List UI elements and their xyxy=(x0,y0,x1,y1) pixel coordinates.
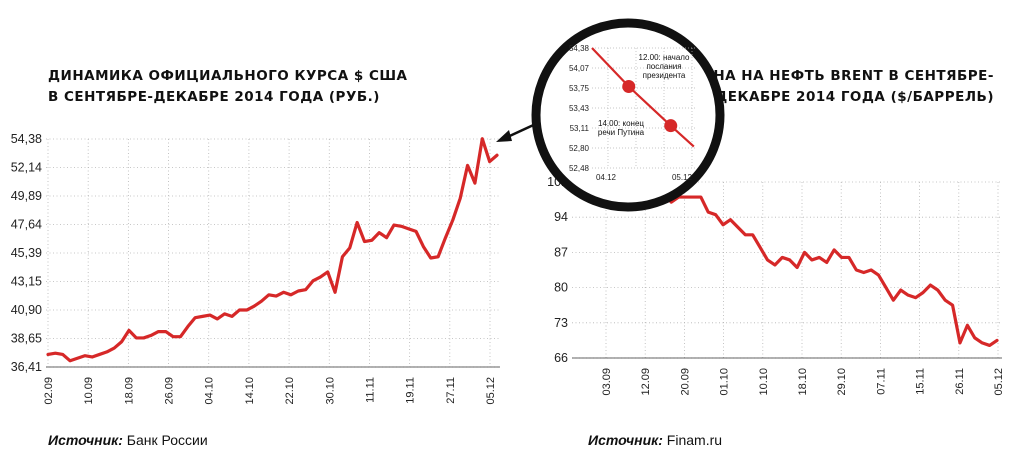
inset-y-tick-label: 52,80 xyxy=(569,144,590,153)
x-tick-label: 27.11 xyxy=(445,377,457,404)
inset-y-tick-label: 53,75 xyxy=(569,84,590,93)
inset-y-tick-label: 54,07 xyxy=(569,64,590,73)
y-tick-label: 94 xyxy=(554,210,568,224)
x-tick-label: 18.10 xyxy=(797,368,809,396)
pointer-head xyxy=(496,130,512,142)
x-tick-label: 11.11 xyxy=(364,377,376,403)
source-prefix: Источник: xyxy=(48,432,123,448)
inset-frame xyxy=(531,18,725,212)
source-prefix: Источник: xyxy=(588,432,663,448)
x-tick-label: 04.10 xyxy=(204,377,216,405)
x-tick-label: 05.12 xyxy=(993,368,1005,396)
inset-y-tick-label: 53,43 xyxy=(569,104,590,113)
usd-rub-chart: 54,38 52,14 49,89 47,64 45,39 43,15 40,90 38,65… xyxy=(11,132,500,405)
x-tick-label: 20.09 xyxy=(679,368,691,396)
x-tick-label: 29.10 xyxy=(836,368,848,396)
y-tick-label: 45,39 xyxy=(11,246,42,260)
inset-y-tick-label: 53,11 xyxy=(570,124,590,133)
x-tick-label: 02.09 xyxy=(43,377,55,405)
left-chart-source: Источник: Банк России xyxy=(48,432,208,448)
right-chart-source: Источник: Finam.ru xyxy=(588,432,722,448)
series-line xyxy=(46,137,499,363)
y-tick-label: 87 xyxy=(554,245,568,259)
y-tick-label: 52,14 xyxy=(11,161,42,175)
y-tick-label: 43,15 xyxy=(11,275,42,289)
inset-marker xyxy=(622,80,636,94)
x-tick-label: 05.12 xyxy=(485,377,497,405)
source-name: Finam.ru xyxy=(666,432,723,448)
x-tick-label: 03.09 xyxy=(601,368,613,396)
inset-x-tick-label: 04.12 xyxy=(596,173,617,182)
x-tick-label: 01.10 xyxy=(719,368,731,396)
inset-x-tick-label: 05.12 xyxy=(672,173,693,182)
y-tick-label: 36,41 xyxy=(11,360,42,374)
inset-y-tick-label: 54,38 xyxy=(569,44,590,53)
inset-marker xyxy=(664,119,678,133)
inset-y-tick-label: 52,48 xyxy=(569,164,590,173)
left-chart-title: Динамика официального курса $ США в сент… xyxy=(48,68,408,105)
x-tick-label: 10.09 xyxy=(83,377,95,405)
y-tick-label: 38,65 xyxy=(11,332,42,346)
x-tick-label: 26.09 xyxy=(164,377,176,405)
annotation-end-label: 14.00: конец речи Путина xyxy=(598,119,645,137)
x-tick-label: 15.11 xyxy=(915,368,927,395)
x-tick-label: 14.10 xyxy=(244,377,256,405)
x-tick-label: 22.10 xyxy=(284,377,296,405)
x-tick-label: 07.11 xyxy=(875,368,887,395)
y-tick-label: 49,89 xyxy=(11,189,42,203)
source-name: Банк России xyxy=(126,432,208,448)
x-tick-label: 10.10 xyxy=(758,368,770,396)
y-tick-label: 47,64 xyxy=(11,218,42,232)
annotation-start-label: 12.00: начало послания президента xyxy=(639,53,691,80)
x-tick-label: 30.10 xyxy=(324,377,336,405)
x-tick-label: 19.11 xyxy=(405,377,417,404)
zoom-inset-circle: 54,38 54,07 53,75 53,43 53,11 52,80 52,48 04.12… xyxy=(531,18,725,212)
right-chart-title: Цена на нефть Brent в сентябре- декабре … xyxy=(691,68,994,105)
y-tick-label: 40,90 xyxy=(11,303,42,317)
y-tick-label: 66 xyxy=(554,351,568,365)
inset-series-line xyxy=(591,47,695,148)
y-tick-label: 80 xyxy=(554,281,568,295)
x-tick-label: 26.11 xyxy=(954,368,966,395)
x-tick-label: 18.09 xyxy=(123,377,135,405)
x-tick-label: 12.09 xyxy=(640,368,652,396)
y-tick-label: 73 xyxy=(554,316,568,330)
y-tick-label: 54,38 xyxy=(11,132,42,146)
